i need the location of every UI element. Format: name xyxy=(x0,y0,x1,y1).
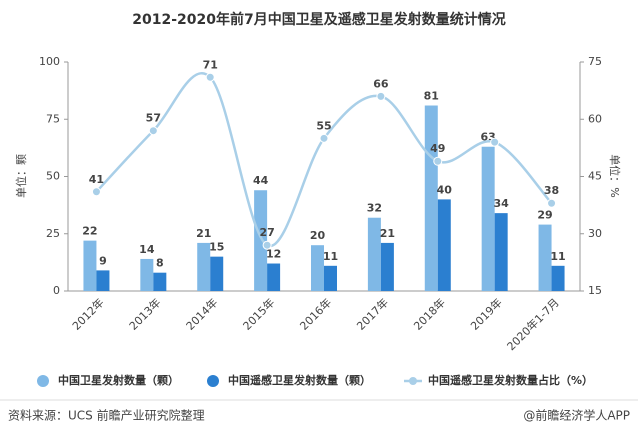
bar-label: 40 xyxy=(437,183,453,196)
y2-tick-label: 60 xyxy=(588,112,602,125)
bar-label: 11 xyxy=(323,250,338,263)
y2-tick-label: 15 xyxy=(588,284,602,297)
bar xyxy=(437,199,451,291)
bar xyxy=(481,146,495,291)
credit: @前瞻经济学人APP xyxy=(523,408,630,423)
source: 资料来源：UCS 前瞻产业研究院整理 xyxy=(8,408,205,423)
line-point xyxy=(376,91,386,101)
line-point xyxy=(262,240,272,250)
bar xyxy=(494,213,508,291)
bar-label: 22 xyxy=(82,225,97,238)
x-tick-label: 2013年 xyxy=(126,295,163,332)
bar-label: 14 xyxy=(139,243,155,256)
y2-tick-label: 75 xyxy=(588,55,602,68)
bar-label: 20 xyxy=(310,229,326,242)
legend-swatch xyxy=(409,377,417,385)
bar xyxy=(311,245,324,291)
bar xyxy=(424,105,438,291)
y2-axis-label: 单位：% xyxy=(608,154,622,197)
line-point xyxy=(433,156,443,166)
legend-label: 中国遥感卫星发射数量占比（%） xyxy=(428,373,593,387)
bar xyxy=(254,190,268,291)
bar xyxy=(538,224,552,291)
bar-label: 12 xyxy=(266,248,281,261)
bar-label: 44 xyxy=(253,174,269,187)
line-point xyxy=(148,126,158,136)
x-tick-label: 2015年 xyxy=(240,295,277,332)
bar-label: 15 xyxy=(209,241,224,254)
line-label: 55 xyxy=(316,119,331,132)
chart-title: 2012-2020年前7月中国卫星及遥感卫星发射数量统计情况 xyxy=(132,11,505,28)
x-tick-label: 2017年 xyxy=(354,295,391,332)
y-tick-label: 75 xyxy=(46,112,60,125)
line-point xyxy=(205,72,215,82)
legend-swatch xyxy=(37,375,49,387)
x-tick-label: 2019年 xyxy=(467,295,504,332)
bar xyxy=(367,217,381,291)
y-tick-label: 0 xyxy=(53,284,60,297)
bar xyxy=(551,265,565,291)
bar xyxy=(153,272,167,291)
bar-label: 21 xyxy=(380,227,395,240)
line-point xyxy=(547,198,557,208)
line-label: 66 xyxy=(373,77,389,90)
bar xyxy=(96,270,110,291)
bar xyxy=(210,256,224,291)
y-tick-label: 100 xyxy=(39,55,60,68)
legend-swatch xyxy=(207,375,219,387)
bar xyxy=(140,258,154,291)
x-tick-label: 2014年 xyxy=(183,295,220,332)
bar xyxy=(324,265,337,291)
y-tick-label: 25 xyxy=(46,227,60,240)
line-label: 57 xyxy=(146,112,161,125)
x-tick-label: 2020年1-7月 xyxy=(504,295,562,353)
bar-label: 32 xyxy=(367,202,382,215)
y-tick-label: 50 xyxy=(46,170,60,183)
legend-label: 中国遥感卫星发射数量（颗） xyxy=(228,373,371,387)
y2-tick-label: 45 xyxy=(588,170,602,183)
bar-label: 29 xyxy=(537,209,552,222)
bar-label: 34 xyxy=(494,197,510,210)
line-label: 38 xyxy=(544,184,559,197)
bar xyxy=(267,263,281,291)
y2-tick-label: 30 xyxy=(588,227,602,240)
y-axis-label: 单位：颗 xyxy=(14,154,28,198)
bar-label: 9 xyxy=(99,254,107,267)
bar-label: 21 xyxy=(196,227,211,240)
x-tick-label: 2018年 xyxy=(411,295,448,332)
line-label: 41 xyxy=(89,173,104,186)
line xyxy=(95,72,553,248)
legend-label: 中国卫星发射数量（颗） xyxy=(58,373,179,387)
line-label: 49 xyxy=(430,142,445,155)
bar xyxy=(197,242,211,291)
bar-label: 81 xyxy=(424,90,439,103)
x-tick-label: 2012年 xyxy=(69,295,106,332)
bar xyxy=(380,242,394,291)
x-tick-label: 2016年 xyxy=(297,295,334,332)
bar xyxy=(83,240,97,291)
bar-label: 11 xyxy=(550,250,565,263)
line-point xyxy=(490,137,500,147)
line-label: 71 xyxy=(203,58,218,71)
line-point xyxy=(91,187,101,197)
line-label: 27 xyxy=(259,226,274,239)
line-point xyxy=(319,133,329,143)
bar-label: 8 xyxy=(156,257,164,270)
